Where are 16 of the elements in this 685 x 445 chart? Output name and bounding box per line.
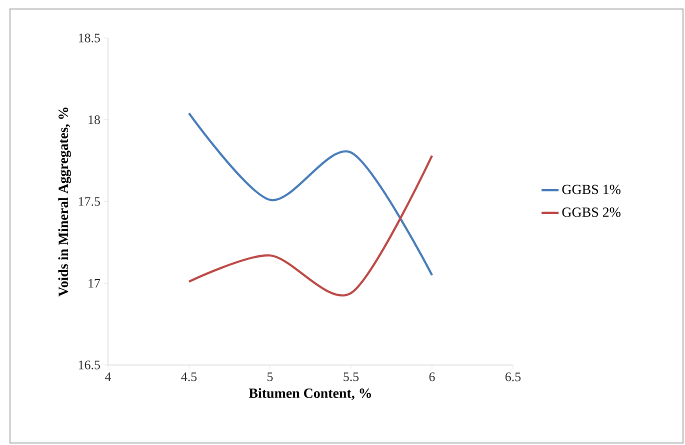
y-tick-label: 17.5 [78,197,100,206]
x-tick-label: 5.5 [344,372,359,382]
x-tick-label: 6 [429,372,435,382]
legend-label: GGBS 1% [562,184,620,194]
line-series [188,112,434,276]
y-tick-label: 18.5 [78,34,100,42]
y-axis-title: Voids in Mineral Aggregates, % [58,108,71,296]
legend-label: GGBS 2% [562,207,620,217]
x-tick-label: 6.5 [505,372,521,382]
y-tick-label: 18 [88,115,100,124]
x-tick-label: 5 [268,372,273,382]
x-axis-title: Bitumen Content, % [248,388,371,400]
x-tick-label: 4 [105,372,112,382]
x-tick-label: 4.5 [181,372,197,382]
y-tick-label: 16.5 [78,360,100,370]
y-tick-label: 17 [88,278,100,288]
